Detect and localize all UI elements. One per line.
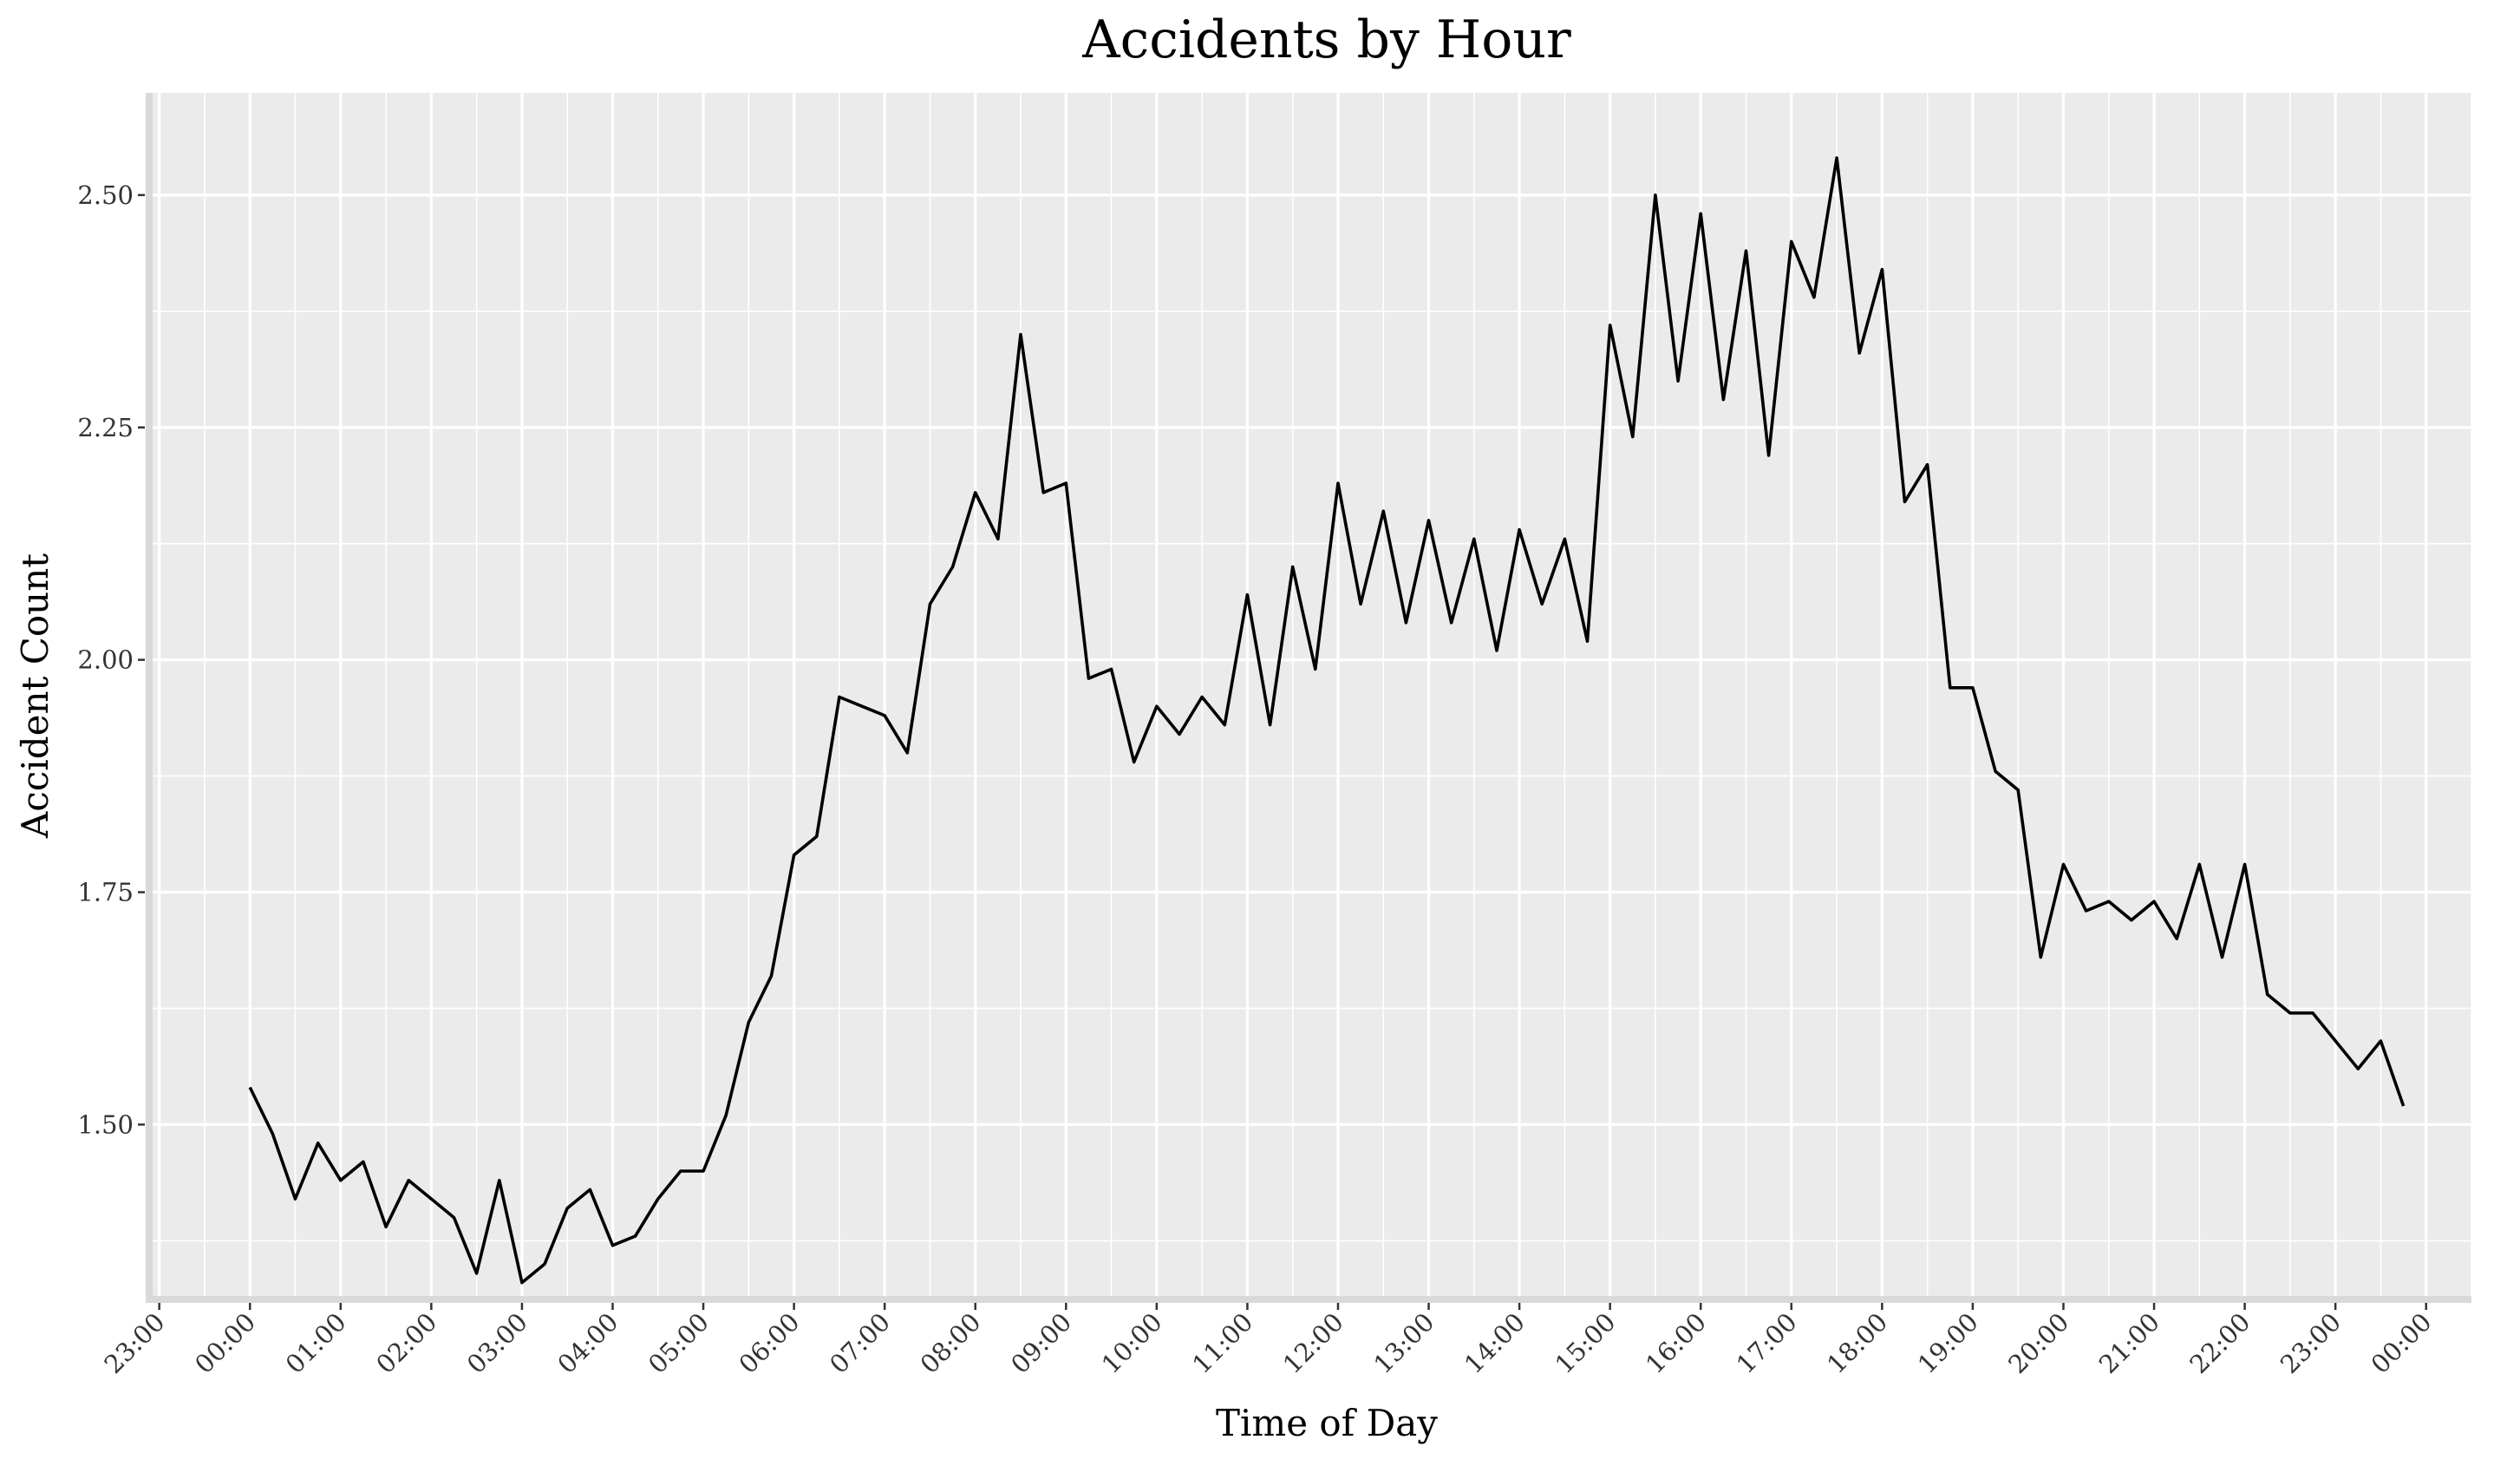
x-tick-label: 14:00 (1459, 1307, 1531, 1379)
y-tick-label: 1.75 (77, 878, 134, 907)
major-gridlines (146, 93, 2471, 1301)
y-axis-ticks: 1.50 1.75 2.00 2.25 2.50 (77, 180, 145, 1139)
left-panel-edge (146, 93, 153, 1301)
y-tick-label: 2.50 (77, 180, 134, 210)
x-tick-label: 06:00 (733, 1307, 805, 1379)
x-tick-label: 15:00 (1549, 1307, 1621, 1379)
x-tick-label: 09:00 (1005, 1307, 1077, 1379)
x-tick-label: 00:00 (189, 1307, 261, 1379)
x-tick-label: 07:00 (824, 1307, 896, 1379)
x-tick-label: 13:00 (1368, 1307, 1440, 1379)
x-tick-label: 11:00 (1186, 1307, 1258, 1379)
x-tick-label: 00:00 (2366, 1307, 2438, 1379)
x-tick-label: 12:00 (1277, 1307, 1349, 1379)
y-tick-label: 1.50 (77, 1109, 134, 1139)
x-tick-label: 10:00 (1096, 1307, 1168, 1379)
x-tick-label: 19:00 (1912, 1307, 1984, 1379)
x-tick-label: 08:00 (915, 1307, 987, 1379)
minor-gridlines (146, 93, 2472, 1301)
x-tick-label: 21:00 (2093, 1307, 2165, 1379)
x-tick-label: 03:00 (461, 1307, 533, 1379)
x-tick-label: 04:00 (552, 1307, 623, 1379)
x-axis-label: Time of Day (1216, 1402, 1438, 1444)
x-tick-label: 17:00 (1731, 1307, 1803, 1379)
x-tick-label: 22:00 (2184, 1307, 2256, 1379)
bottom-panel-edge (146, 1296, 2471, 1303)
x-tick-label: 05:00 (643, 1307, 715, 1379)
chart-title: Accidents by Hour (1081, 10, 1571, 70)
y-tick-label: 2.00 (77, 645, 134, 675)
y-axis-label: Accident Count (14, 553, 56, 839)
x-tick-label: 20:00 (2002, 1307, 2074, 1379)
x-tick-label: 23:00 (98, 1307, 170, 1379)
x-axis-ticks: 23:00 00:00 01:00 02:00 03:00 04:00 05:00 06:00… (98, 1303, 2438, 1379)
x-tick-label: 23:00 (2275, 1307, 2347, 1379)
plot-panel (146, 93, 2471, 1301)
x-tick-label: 01:00 (280, 1307, 352, 1379)
y-tick-label: 2.25 (77, 413, 134, 442)
x-tick-label: 16:00 (1640, 1307, 1712, 1379)
x-tick-label: 18:00 (1821, 1307, 1893, 1379)
x-tick-label: 02:00 (370, 1307, 442, 1379)
accident-count-line (248, 156, 2406, 1285)
